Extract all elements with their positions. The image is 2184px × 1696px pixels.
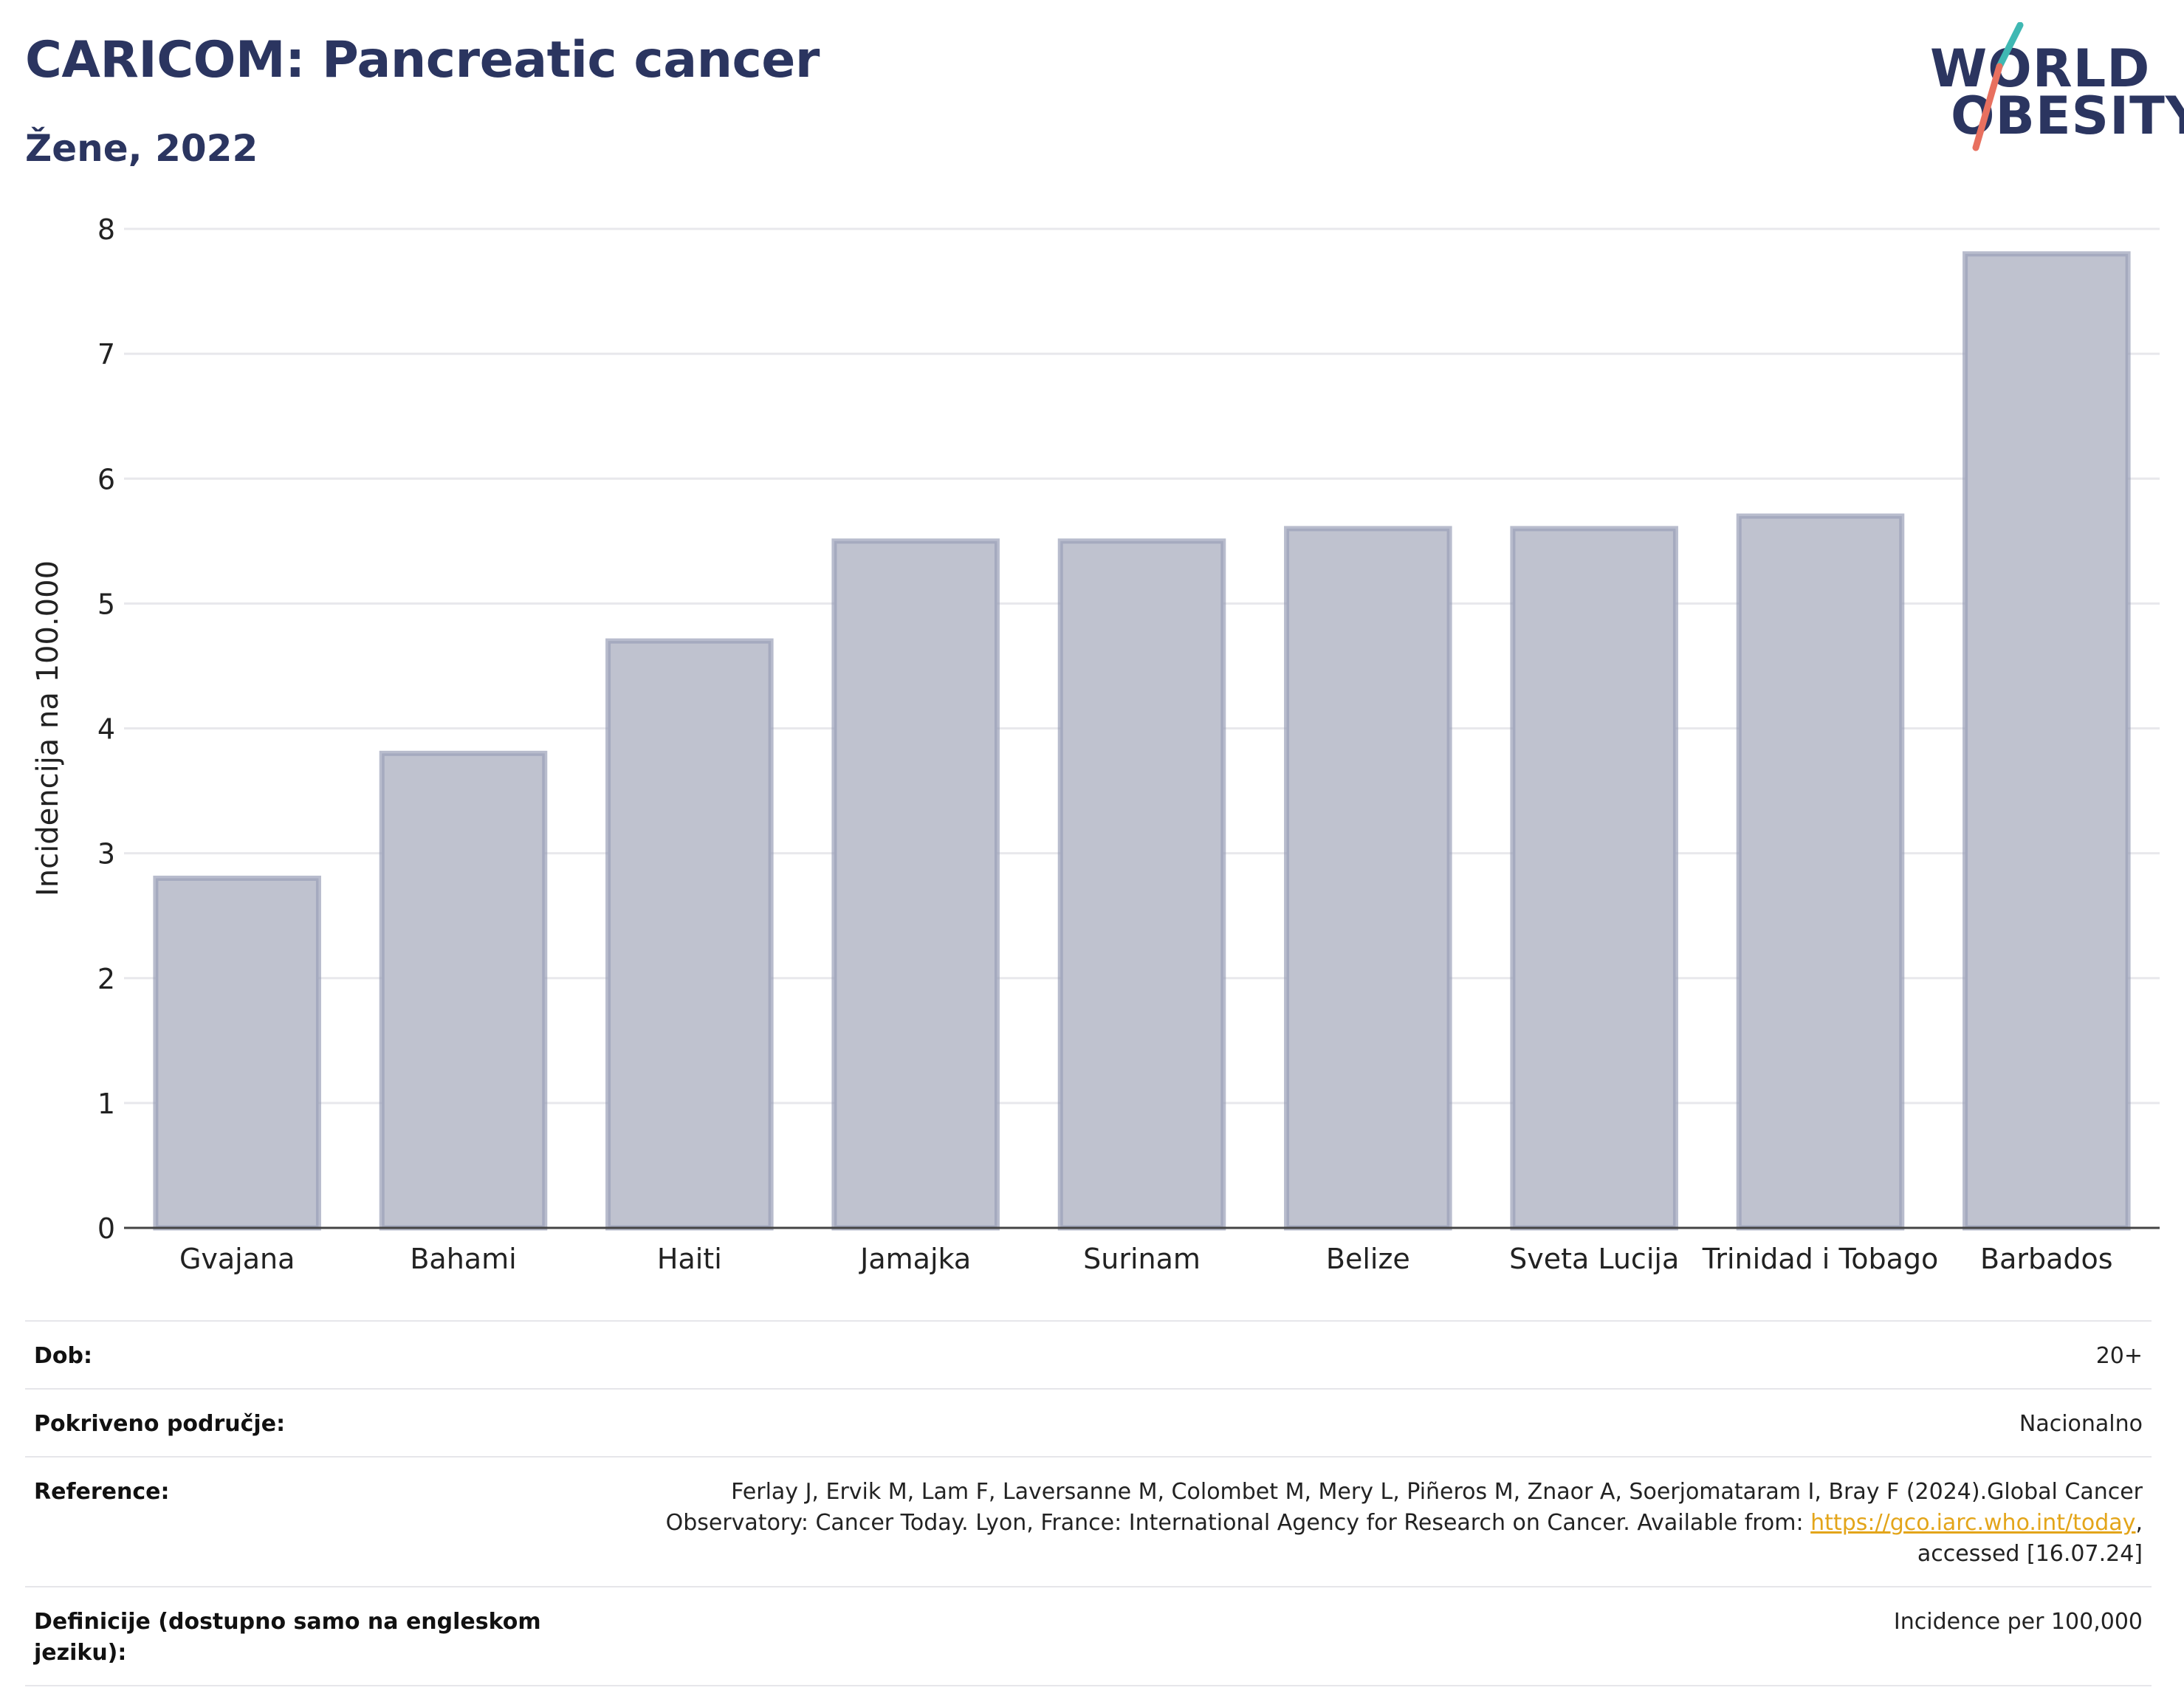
y-tick-label: 5 (97, 588, 115, 620)
y-tick-label: 0 (97, 1212, 115, 1245)
y-tick-label: 2 (97, 963, 115, 995)
info-label: Reference: (34, 1479, 170, 1505)
info-row-reference: Reference: Ferlay J, Ervik M, Lam F, Lav… (25, 1456, 2152, 1586)
logo-slash-icon (1972, 22, 2024, 151)
bar (605, 638, 774, 1231)
x-tick-label: Gvajana (179, 1243, 295, 1275)
bar (1284, 526, 1452, 1231)
bar (379, 750, 548, 1231)
info-value: 20+ (2095, 1343, 2143, 1369)
info-label: Dob: (34, 1343, 92, 1369)
bar (1057, 538, 1226, 1231)
info-value: Incidence per 100,000 (1893, 1609, 2143, 1635)
info-table: Dob: 20+ Pokriveno područje: Nacionalno … (25, 1320, 2152, 1686)
y-tick-label: 4 (97, 713, 115, 746)
y-tick-label: 6 (97, 463, 115, 495)
x-tick-label: Jamajka (859, 1243, 971, 1275)
bar-chart: 0 1 2 3 4 5 6 7 8 Gvajana Bahami Haiti Jamajka Surina… (31, 213, 2160, 1275)
x-tick-label: Trinidad i Tobago (1702, 1243, 1938, 1275)
bar (831, 538, 1000, 1231)
reference-comma: , (2135, 1510, 2143, 1536)
y-tick-label: 3 (97, 838, 115, 871)
reference-line-1: Ferlay J, Ervik M, Lam F, Laversanne M, … (731, 1479, 2143, 1505)
x-tick-label: Barbados (1980, 1243, 2113, 1275)
y-tick-label: 1 (97, 1088, 115, 1120)
info-row-age: Dob: 20+ (25, 1320, 2152, 1388)
x-tick-label: Bahami (410, 1243, 516, 1275)
world-obesity-logo: WORLD OBESITY (1920, 22, 2184, 155)
info-value: Nacionalno (2019, 1411, 2143, 1437)
bar (1962, 251, 2131, 1231)
reference-line-3: accessed [16.07.24] (1917, 1541, 2143, 1567)
x-tick-label: Sveta Lucija (1509, 1243, 1679, 1275)
info-value-reference: Ferlay J, Ervik M, Lam F, Laversanne M, … (666, 1477, 2143, 1570)
x-tick-label: Belize (1326, 1243, 1410, 1275)
x-tick-label: Haiti (657, 1243, 722, 1275)
logo-line1: WORLD (1930, 38, 2151, 99)
info-row-definitions: Definicije (dostupno samo na engleskom j… (25, 1586, 2152, 1686)
chart-title: CARICOM: Pancreatic cancer (25, 31, 820, 89)
bar (153, 875, 321, 1231)
reference-line-2: Observatory: Cancer Today. Lyon, France:… (665, 1510, 1811, 1536)
info-label: Pokriveno područje: (34, 1411, 286, 1437)
chart-subtitle: Žene, 2022 (25, 127, 258, 170)
reference-link[interactable]: https://gco.iarc.who.int/today (1810, 1510, 2136, 1536)
y-tick-label: 8 (97, 213, 115, 246)
x-tick-label: Surinam (1083, 1243, 1201, 1275)
info-row-coverage: Pokriveno područje: Nacionalno (25, 1388, 2152, 1456)
info-label: Definicije (dostupno samo na engleskom j… (34, 1609, 541, 1666)
bar (1736, 513, 1905, 1231)
bar (1510, 526, 1678, 1231)
y-axis-label: Incidencija na 100.000 (31, 560, 65, 896)
y-tick-label: 7 (97, 338, 115, 371)
